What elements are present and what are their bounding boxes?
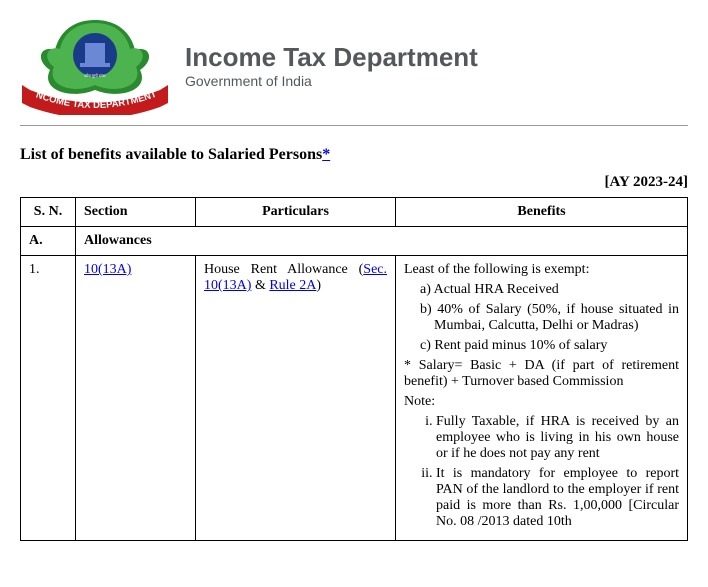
benefit-notes-list: Fully Taxable, if HRA is received by an … <box>404 414 679 530</box>
section-link[interactable]: 10(13A) <box>84 262 131 277</box>
header-rule <box>20 125 688 126</box>
benefit-opt-a: a) Actual HRA Received <box>418 282 679 298</box>
table-row: 1. 10(13A) House Rent Allowance (Sec. 10… <box>21 256 688 541</box>
header: कोष मूलो दण्डः INCOME TAX DEPARTMENT Inc… <box>20 15 688 115</box>
col-section: Section <box>76 198 196 227</box>
table-header-row: S. N. Section Particulars Benefits <box>21 198 688 227</box>
category-label: Allowances <box>76 227 688 256</box>
col-sn: S. N. <box>21 198 76 227</box>
benefits-intro: Least of the following is exempt: <box>404 262 679 278</box>
row-particulars: House Rent Allowance (Sec. 10(13A) & Rul… <box>196 256 396 541</box>
dept-text: Income Tax Department Government of Indi… <box>185 42 478 89</box>
benefit-note-label: Note: <box>404 394 679 410</box>
dept-logo: कोष मूलो दण्डः INCOME TAX DEPARTMENT <box>20 15 170 115</box>
asterisk-link[interactable]: * <box>322 146 330 163</box>
benefit-note-i: Fully Taxable, if HRA is received by an … <box>436 414 679 462</box>
col-benefits: Benefits <box>396 198 688 227</box>
row-benefits: Least of the following is exempt: a) Act… <box>396 256 688 541</box>
category-sn: A. <box>21 227 76 256</box>
particulars-amp: & <box>251 278 269 293</box>
list-heading-text: List of benefits available to Salaried P… <box>20 146 322 163</box>
row-sn: 1. <box>21 256 76 541</box>
list-heading: List of benefits available to Salaried P… <box>20 146 688 164</box>
benefit-salary-note: * Salary= Basic + DA (if part of retirem… <box>404 358 679 390</box>
benefit-note-ii: It is mandatory for employee to report P… <box>436 466 679 530</box>
particulars-prefix: House Rent Allowance ( <box>204 262 363 277</box>
benefit-opt-c: c) Rent paid minus 10% of salary <box>418 338 679 354</box>
particulars-suffix: ) <box>316 278 321 293</box>
benefit-opt-b: b) 40% of Salary (50%, if house situated… <box>418 302 679 334</box>
dept-subtitle: Government of India <box>185 73 478 89</box>
benefits-table: S. N. Section Particulars Benefits A. Al… <box>20 197 688 541</box>
row-section: 10(13A) <box>76 256 196 541</box>
dept-title: Income Tax Department <box>185 42 478 73</box>
col-particulars: Particulars <box>196 198 396 227</box>
particulars-link-2[interactable]: Rule 2A <box>269 278 316 293</box>
assessment-year: [AY 2023-24] <box>20 174 688 191</box>
category-row: A. Allowances <box>21 227 688 256</box>
